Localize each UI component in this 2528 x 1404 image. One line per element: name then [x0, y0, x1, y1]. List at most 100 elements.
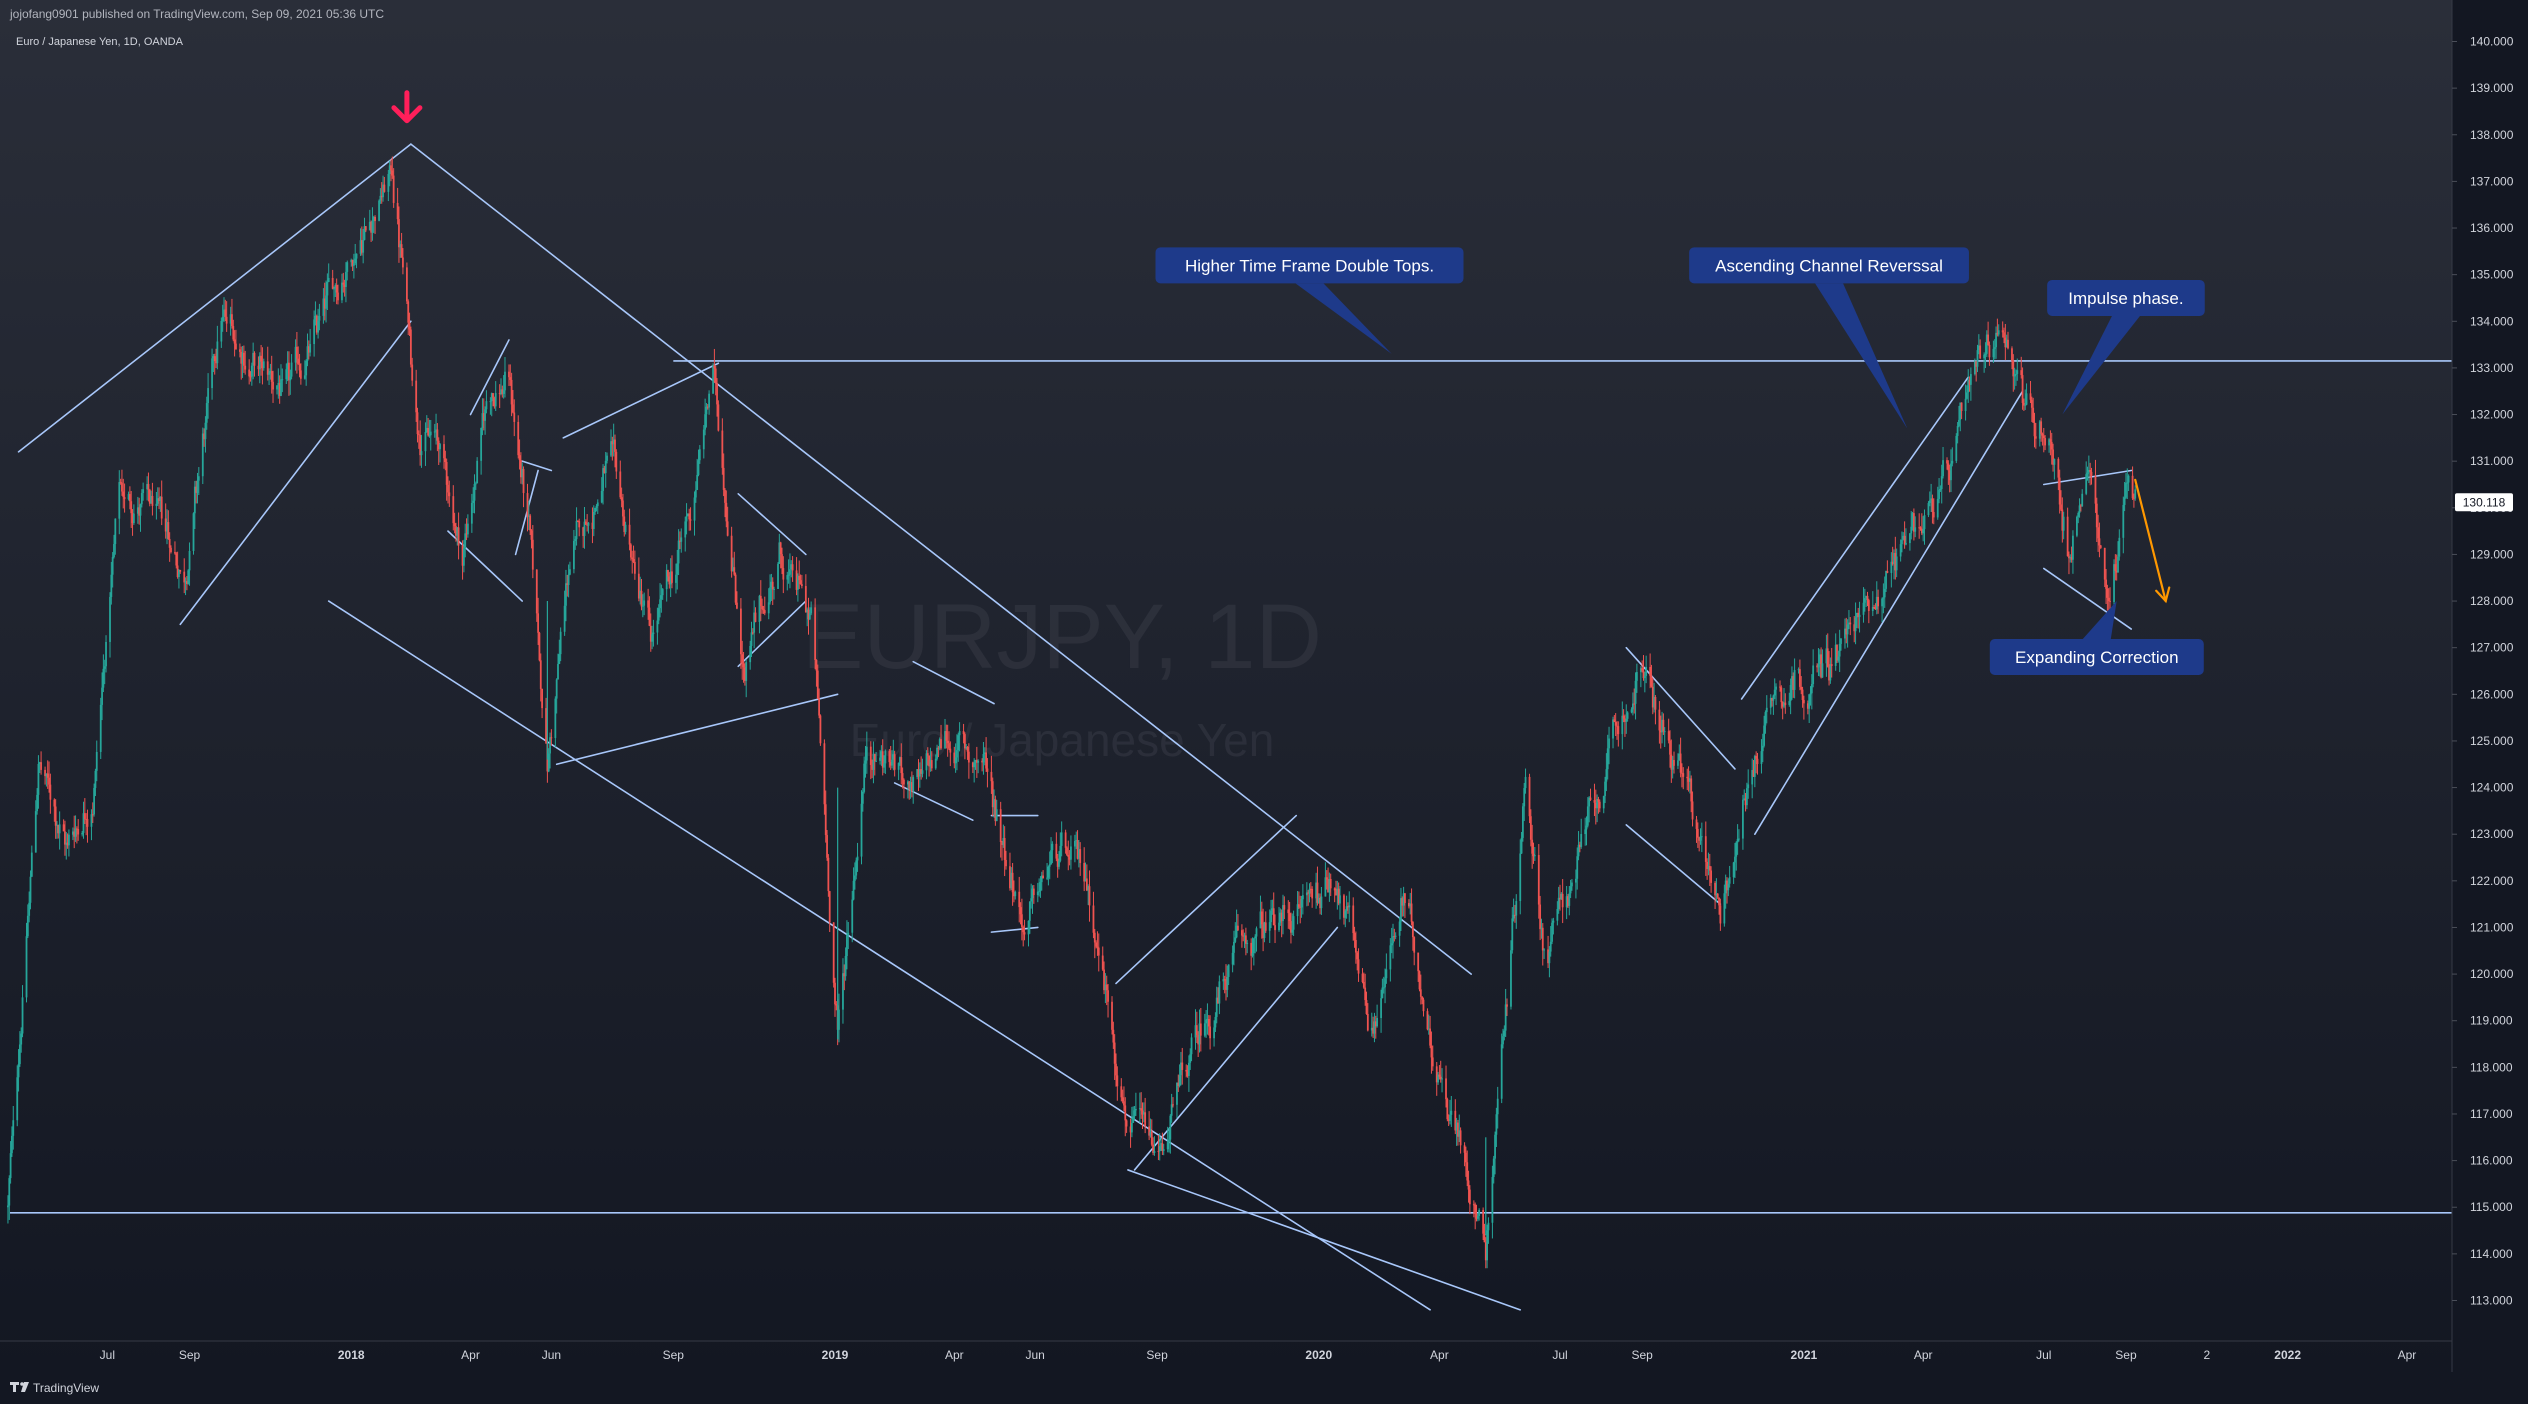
candle — [242, 345, 245, 373]
candle — [1715, 878, 1718, 903]
candle — [1968, 376, 1971, 392]
candle — [557, 653, 559, 680]
candle — [567, 564, 570, 598]
tradingview-logo[interactable]: TradingView — [10, 1381, 99, 1395]
candle — [317, 308, 319, 339]
candle — [732, 557, 734, 572]
candle — [1144, 1097, 1147, 1134]
candle — [1988, 341, 1991, 366]
y-tick-label: 123.000 — [2470, 827, 2514, 841]
candle — [547, 748, 550, 773]
y-tick-label: 119.000 — [2470, 1014, 2513, 1028]
candle — [2050, 432, 2053, 465]
candle — [121, 469, 123, 496]
candle — [269, 363, 272, 380]
candle — [1483, 1223, 1486, 1243]
candle — [975, 746, 978, 778]
candle — [1189, 1048, 1192, 1070]
candle — [1305, 882, 1308, 907]
candle — [706, 404, 709, 410]
candle — [93, 783, 96, 817]
price-axis[interactable]: 140.000 139.000 138.000 137.000 136.000 135.0… — [2452, 35, 2514, 1308]
candle — [566, 574, 569, 597]
candle — [716, 378, 718, 417]
y-tick-label: 118.000 — [2470, 1060, 2513, 1074]
candle — [1696, 822, 1699, 848]
candle — [1756, 752, 1759, 775]
candle — [1217, 987, 1219, 1004]
candle — [110, 561, 113, 605]
candle — [225, 301, 228, 332]
candle — [1969, 367, 1972, 401]
candle — [150, 490, 152, 504]
candle — [1845, 617, 1848, 644]
candle — [1551, 918, 1553, 945]
candle — [545, 697, 547, 744]
time-axis[interactable]: Jul Sep 2018 Apr Jun Sep 2019 Apr Jun Sep 2020 Apr J… — [100, 1348, 2417, 1362]
candle — [786, 571, 789, 591]
candle — [20, 1027, 23, 1053]
trendline — [1133, 926, 1339, 1171]
candle — [647, 588, 650, 620]
candle — [591, 507, 594, 544]
candle — [643, 592, 646, 616]
candle — [888, 749, 891, 768]
candle — [445, 458, 448, 501]
orange-projection-arrow-icon — [2134, 478, 2171, 604]
candle — [1651, 677, 1654, 715]
candle — [1186, 1065, 1189, 1078]
candle — [1255, 926, 1258, 952]
x-tick-label: Apr — [945, 1348, 964, 1362]
candle — [680, 528, 683, 553]
candle — [435, 413, 437, 445]
candle — [220, 317, 223, 348]
candle — [1992, 340, 1995, 363]
candle — [235, 329, 237, 350]
candle — [946, 724, 949, 757]
candle — [586, 514, 589, 532]
candle — [1329, 873, 1332, 897]
candle — [341, 273, 343, 304]
candle — [856, 842, 859, 872]
candle — [1688, 770, 1691, 794]
candle — [1190, 1033, 1193, 1062]
candle — [1215, 986, 1218, 1024]
candle — [1984, 342, 1987, 369]
trendlines — [17, 143, 2133, 1311]
candle — [248, 359, 251, 385]
trendline — [1127, 1169, 1522, 1311]
candle — [1894, 536, 1897, 580]
candle — [2025, 383, 2028, 406]
candle — [1528, 773, 1531, 824]
candle — [1661, 711, 1663, 744]
candle — [184, 577, 187, 596]
x-tick-label: Sep — [2115, 1348, 2137, 1362]
candle — [986, 758, 989, 788]
candle — [2070, 546, 2073, 563]
candle — [1039, 876, 1042, 898]
candle — [769, 574, 771, 605]
candle — [1095, 940, 1098, 949]
candle — [1019, 902, 1022, 925]
candle — [652, 619, 655, 647]
candle — [2122, 496, 2125, 554]
candle — [2004, 324, 2007, 361]
candle — [1783, 688, 1785, 709]
candle — [1074, 834, 1076, 863]
tradingview-brand: TradingView — [33, 1381, 99, 1395]
candle — [1070, 835, 1072, 870]
candle — [1958, 405, 1960, 428]
candle — [614, 434, 616, 468]
candle — [1580, 818, 1583, 849]
candle — [345, 262, 347, 303]
trendline — [327, 600, 1431, 1311]
candle — [1793, 658, 1796, 699]
candle — [1939, 485, 1942, 492]
candle — [240, 346, 243, 380]
candle — [1828, 651, 1830, 686]
candle — [1491, 1165, 1494, 1239]
candle — [705, 403, 708, 428]
candle — [195, 480, 198, 504]
candle — [1834, 633, 1837, 671]
